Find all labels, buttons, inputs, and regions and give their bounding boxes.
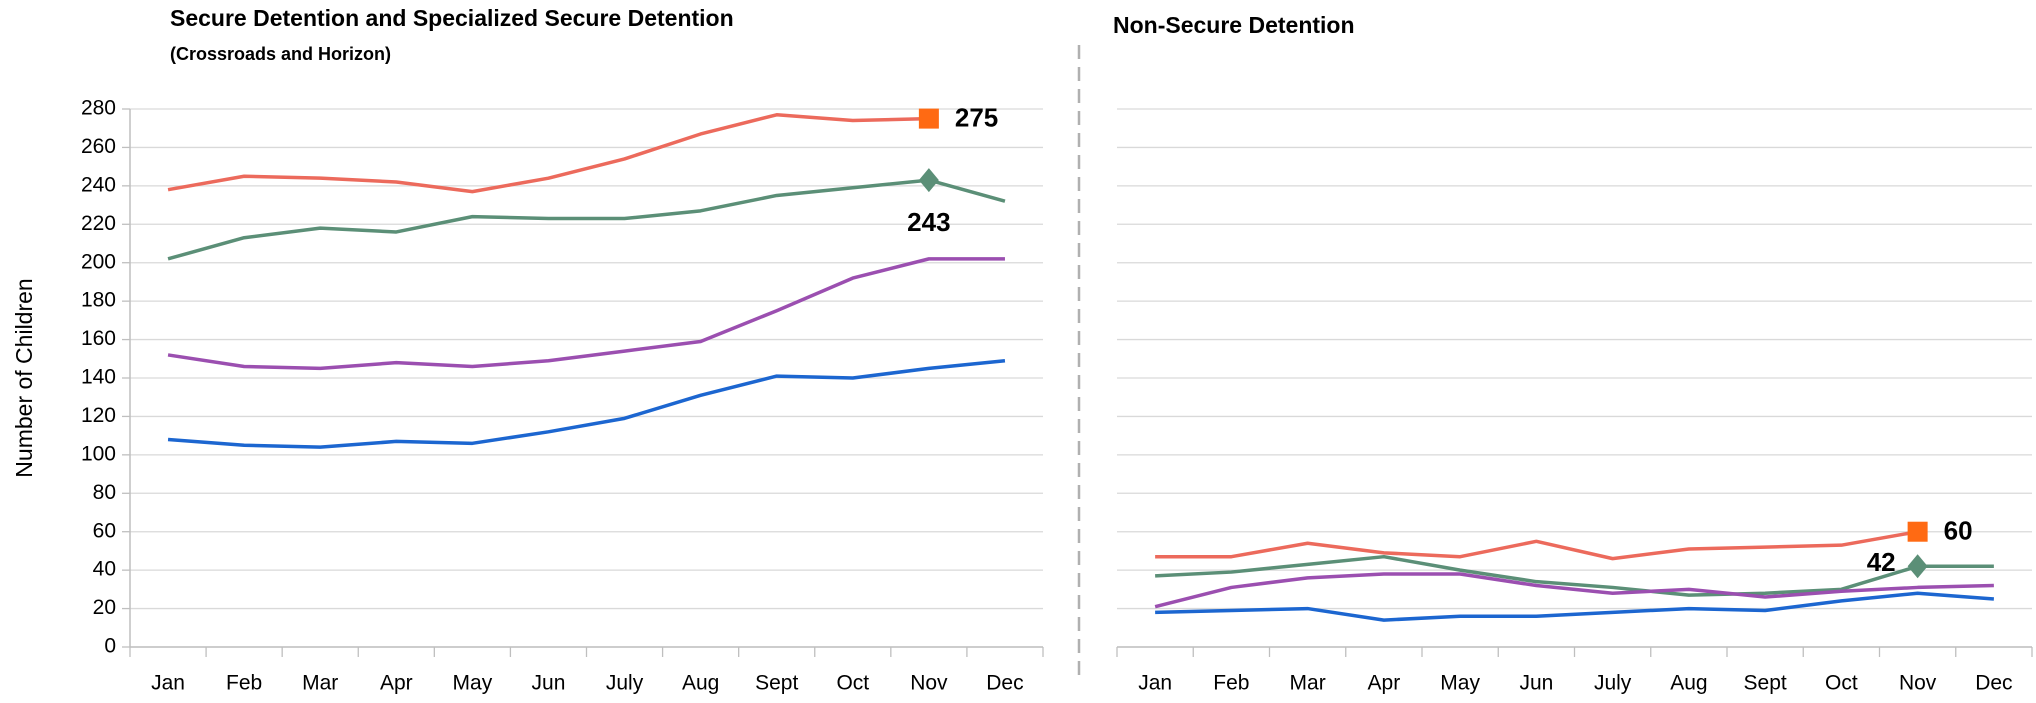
x-tick-label: Dec: [986, 672, 1023, 695]
series-line: [1155, 591, 1995, 622]
x-tick-label: Apr: [1368, 672, 1401, 695]
x-tick-label: Feb: [1213, 672, 1249, 695]
x-tick-label: Apr: [380, 672, 413, 695]
y-tick-label: 120: [81, 404, 116, 427]
x-tick-label: July: [606, 672, 644, 695]
y-tick-label: 100: [81, 442, 116, 465]
y-tick-label: 220: [81, 212, 116, 235]
data-label: 275: [955, 102, 998, 132]
x-tick-label: Feb: [226, 672, 262, 695]
x-tick-label: Dec: [1975, 672, 2012, 695]
x-tick-label: Sept: [755, 672, 798, 695]
x-tick-label: Jan: [151, 672, 185, 695]
y-tick-label: 200: [81, 250, 116, 273]
point-marker: [918, 108, 939, 129]
y-tick-label: 0: [104, 635, 116, 658]
y-tick-label: 140: [81, 366, 116, 389]
y-tick-label: 80: [93, 481, 116, 504]
y-tick-label: 40: [93, 558, 116, 581]
point-marker: [1907, 521, 1928, 542]
y-tick-label: 260: [81, 135, 116, 158]
y-tick-label: 60: [93, 519, 116, 542]
x-tick-label: Mar: [302, 672, 338, 695]
data-label: 42: [1867, 547, 1896, 577]
chart-title: Non-Secure Detention: [1113, 12, 1355, 38]
series-line: [167, 113, 929, 194]
x-tick-label: May: [1440, 672, 1480, 695]
y-tick-label: 240: [81, 173, 116, 196]
y-axis-label: Number of Children: [11, 278, 37, 477]
series-line: [1154, 572, 1994, 609]
data-label: 243: [907, 207, 950, 237]
y-tick-label: 180: [81, 289, 116, 312]
x-tick-label: May: [453, 672, 493, 695]
chart-title: Secure Detention and Specialized Secure …: [170, 5, 734, 31]
x-tick-label: Nov: [1899, 672, 1937, 695]
x-tick-label: Aug: [682, 672, 719, 695]
chart-subtitle: (Crossroads and Horizon): [170, 44, 391, 64]
series-line: [167, 257, 1005, 371]
x-tick-label: July: [1594, 672, 1632, 695]
y-tick-label: 20: [93, 596, 116, 619]
x-tick-label: Jun: [1519, 672, 1553, 695]
x-tick-label: Nov: [910, 672, 948, 695]
y-tick-label: 160: [81, 327, 116, 350]
x-tick-label: Mar: [1290, 672, 1326, 695]
x-tick-label: Sept: [1744, 672, 1787, 695]
x-tick-label: Oct: [1825, 672, 1858, 695]
x-tick-label: Jan: [1138, 672, 1172, 695]
series-line: [167, 358, 1006, 449]
series-line: [1155, 554, 1994, 597]
series-line: [167, 178, 1006, 261]
series-line: [1155, 529, 1918, 561]
x-tick-label: Jun: [532, 672, 566, 695]
x-tick-label: Aug: [1670, 672, 1707, 695]
data-label: 60: [1944, 516, 1973, 546]
point-marker: [918, 168, 939, 193]
y-tick-label: 280: [81, 97, 116, 120]
x-tick-label: Oct: [836, 672, 869, 695]
point-marker: [1907, 554, 1928, 579]
